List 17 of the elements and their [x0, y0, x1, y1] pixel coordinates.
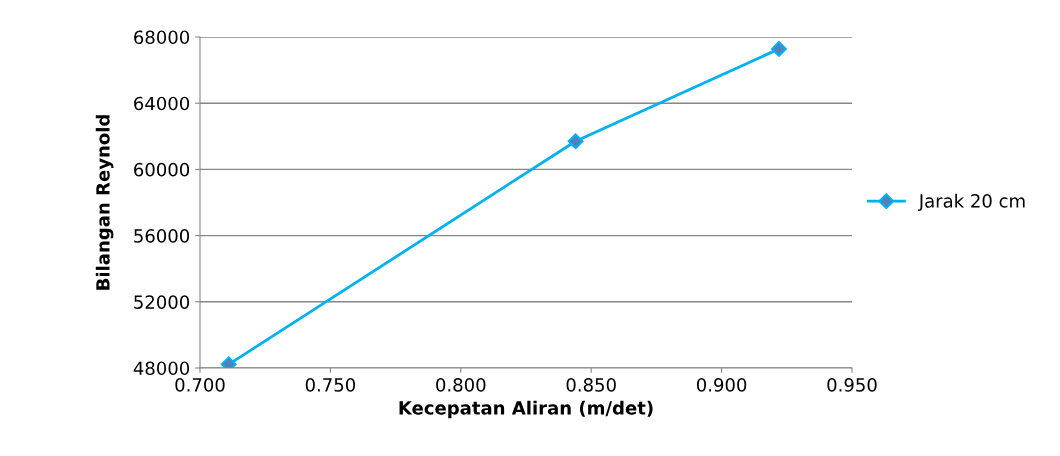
point: [771, 41, 787, 57]
y-tick-label: 48000: [133, 361, 190, 376]
x-tick-label: 0.750: [305, 378, 356, 392]
x-tick-label: 0.950: [827, 378, 877, 392]
x-axis-title: Kecepatan Aliran (m/det): [399, 400, 653, 419]
y-tick-label: 56000: [134, 229, 190, 243]
point: [567, 133, 584, 150]
y-axis-title: Bilangan Reynold: [95, 115, 114, 290]
x-tick-label: 0.900: [696, 378, 747, 392]
x-tick-label: 0.800: [436, 378, 486, 392]
legend-label: Jarak 20 cm: [917, 193, 1025, 212]
y-tick-label: 60000: [134, 162, 190, 177]
x-tick-label: 0.850: [566, 378, 616, 392]
x-tick-label: 0.700: [175, 378, 225, 392]
y-tick-label: 52000: [134, 295, 190, 309]
y-tick-label: 68000: [134, 30, 190, 45]
y-tick-label: 64000: [134, 96, 190, 111]
